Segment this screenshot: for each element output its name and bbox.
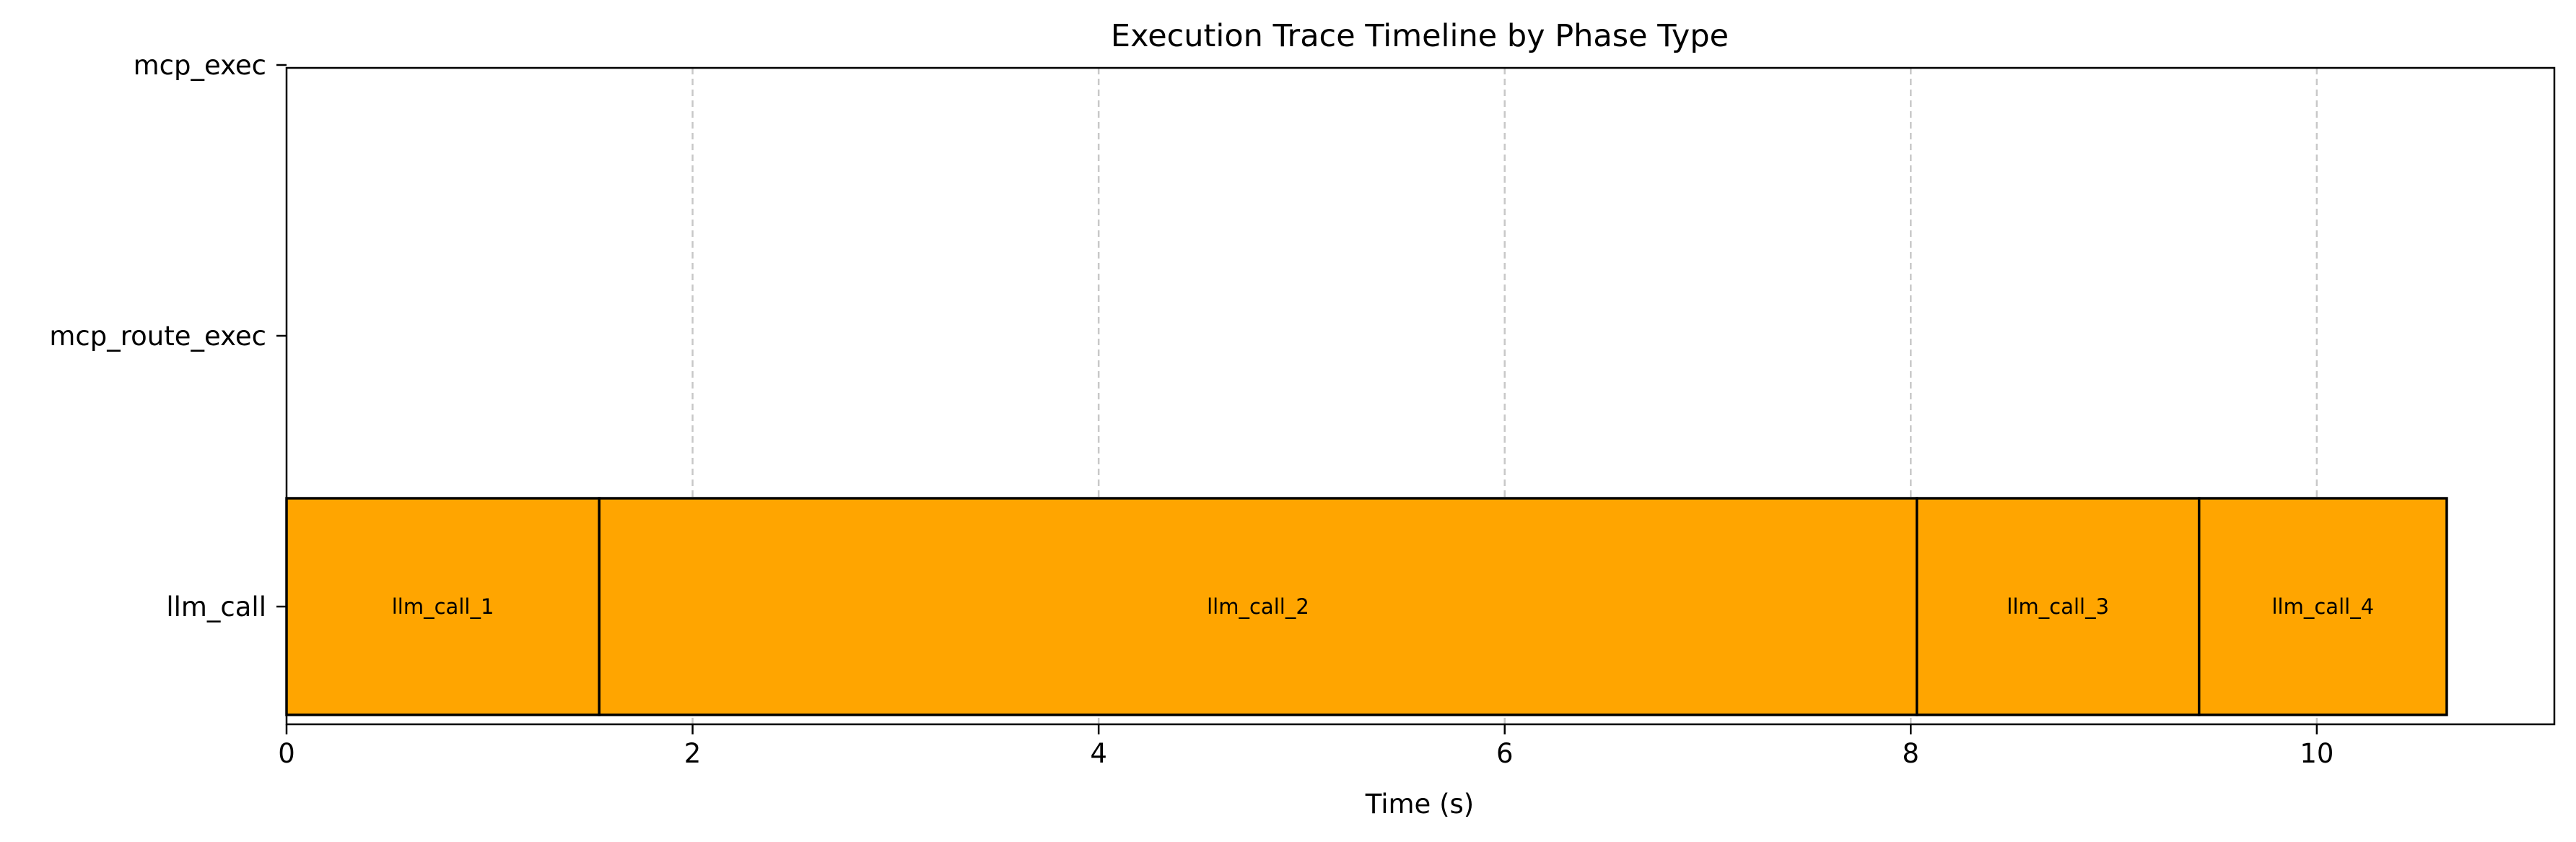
x-tick-label: 2 <box>684 738 702 769</box>
x-tick-label: 10 <box>2300 738 2333 769</box>
timeline-bar-label: llm_call_3 <box>2007 594 2109 619</box>
x-tick-label: 0 <box>278 738 295 769</box>
x-tick-label: 4 <box>1090 738 1107 769</box>
y-tick-label: llm_call <box>166 591 266 622</box>
chart-title: Execution Trace Timeline by Phase Type <box>1111 18 1729 54</box>
y-tick-label: mcp_route_exec <box>49 321 266 352</box>
timeline-bar-label: llm_call_2 <box>1207 594 1309 619</box>
x-tick-label: 6 <box>1496 738 1514 769</box>
timeline-bar <box>598 497 1918 716</box>
x-tick-label: 8 <box>1903 738 1920 769</box>
plot-area-frame <box>285 66 2556 726</box>
timeline-bar <box>2197 497 2448 716</box>
y-tick-label: mcp_exec <box>134 50 266 81</box>
timeline-bar <box>1916 497 2201 716</box>
y-axis-ticks: llm_call mcp_route_exec mcp_exec <box>49 50 287 622</box>
x-axis-label: Time (s) <box>1365 789 1474 820</box>
timeline-bar-label: llm_call_1 <box>392 594 494 619</box>
timeline-bar-label: llm_call_4 <box>2272 594 2375 619</box>
x-axis-ticks: 0 2 4 6 8 10 <box>278 724 2333 769</box>
timeline-bars: llm_call_1 llm_call_2 llm_call_3 llm_call_4 <box>285 497 2448 716</box>
